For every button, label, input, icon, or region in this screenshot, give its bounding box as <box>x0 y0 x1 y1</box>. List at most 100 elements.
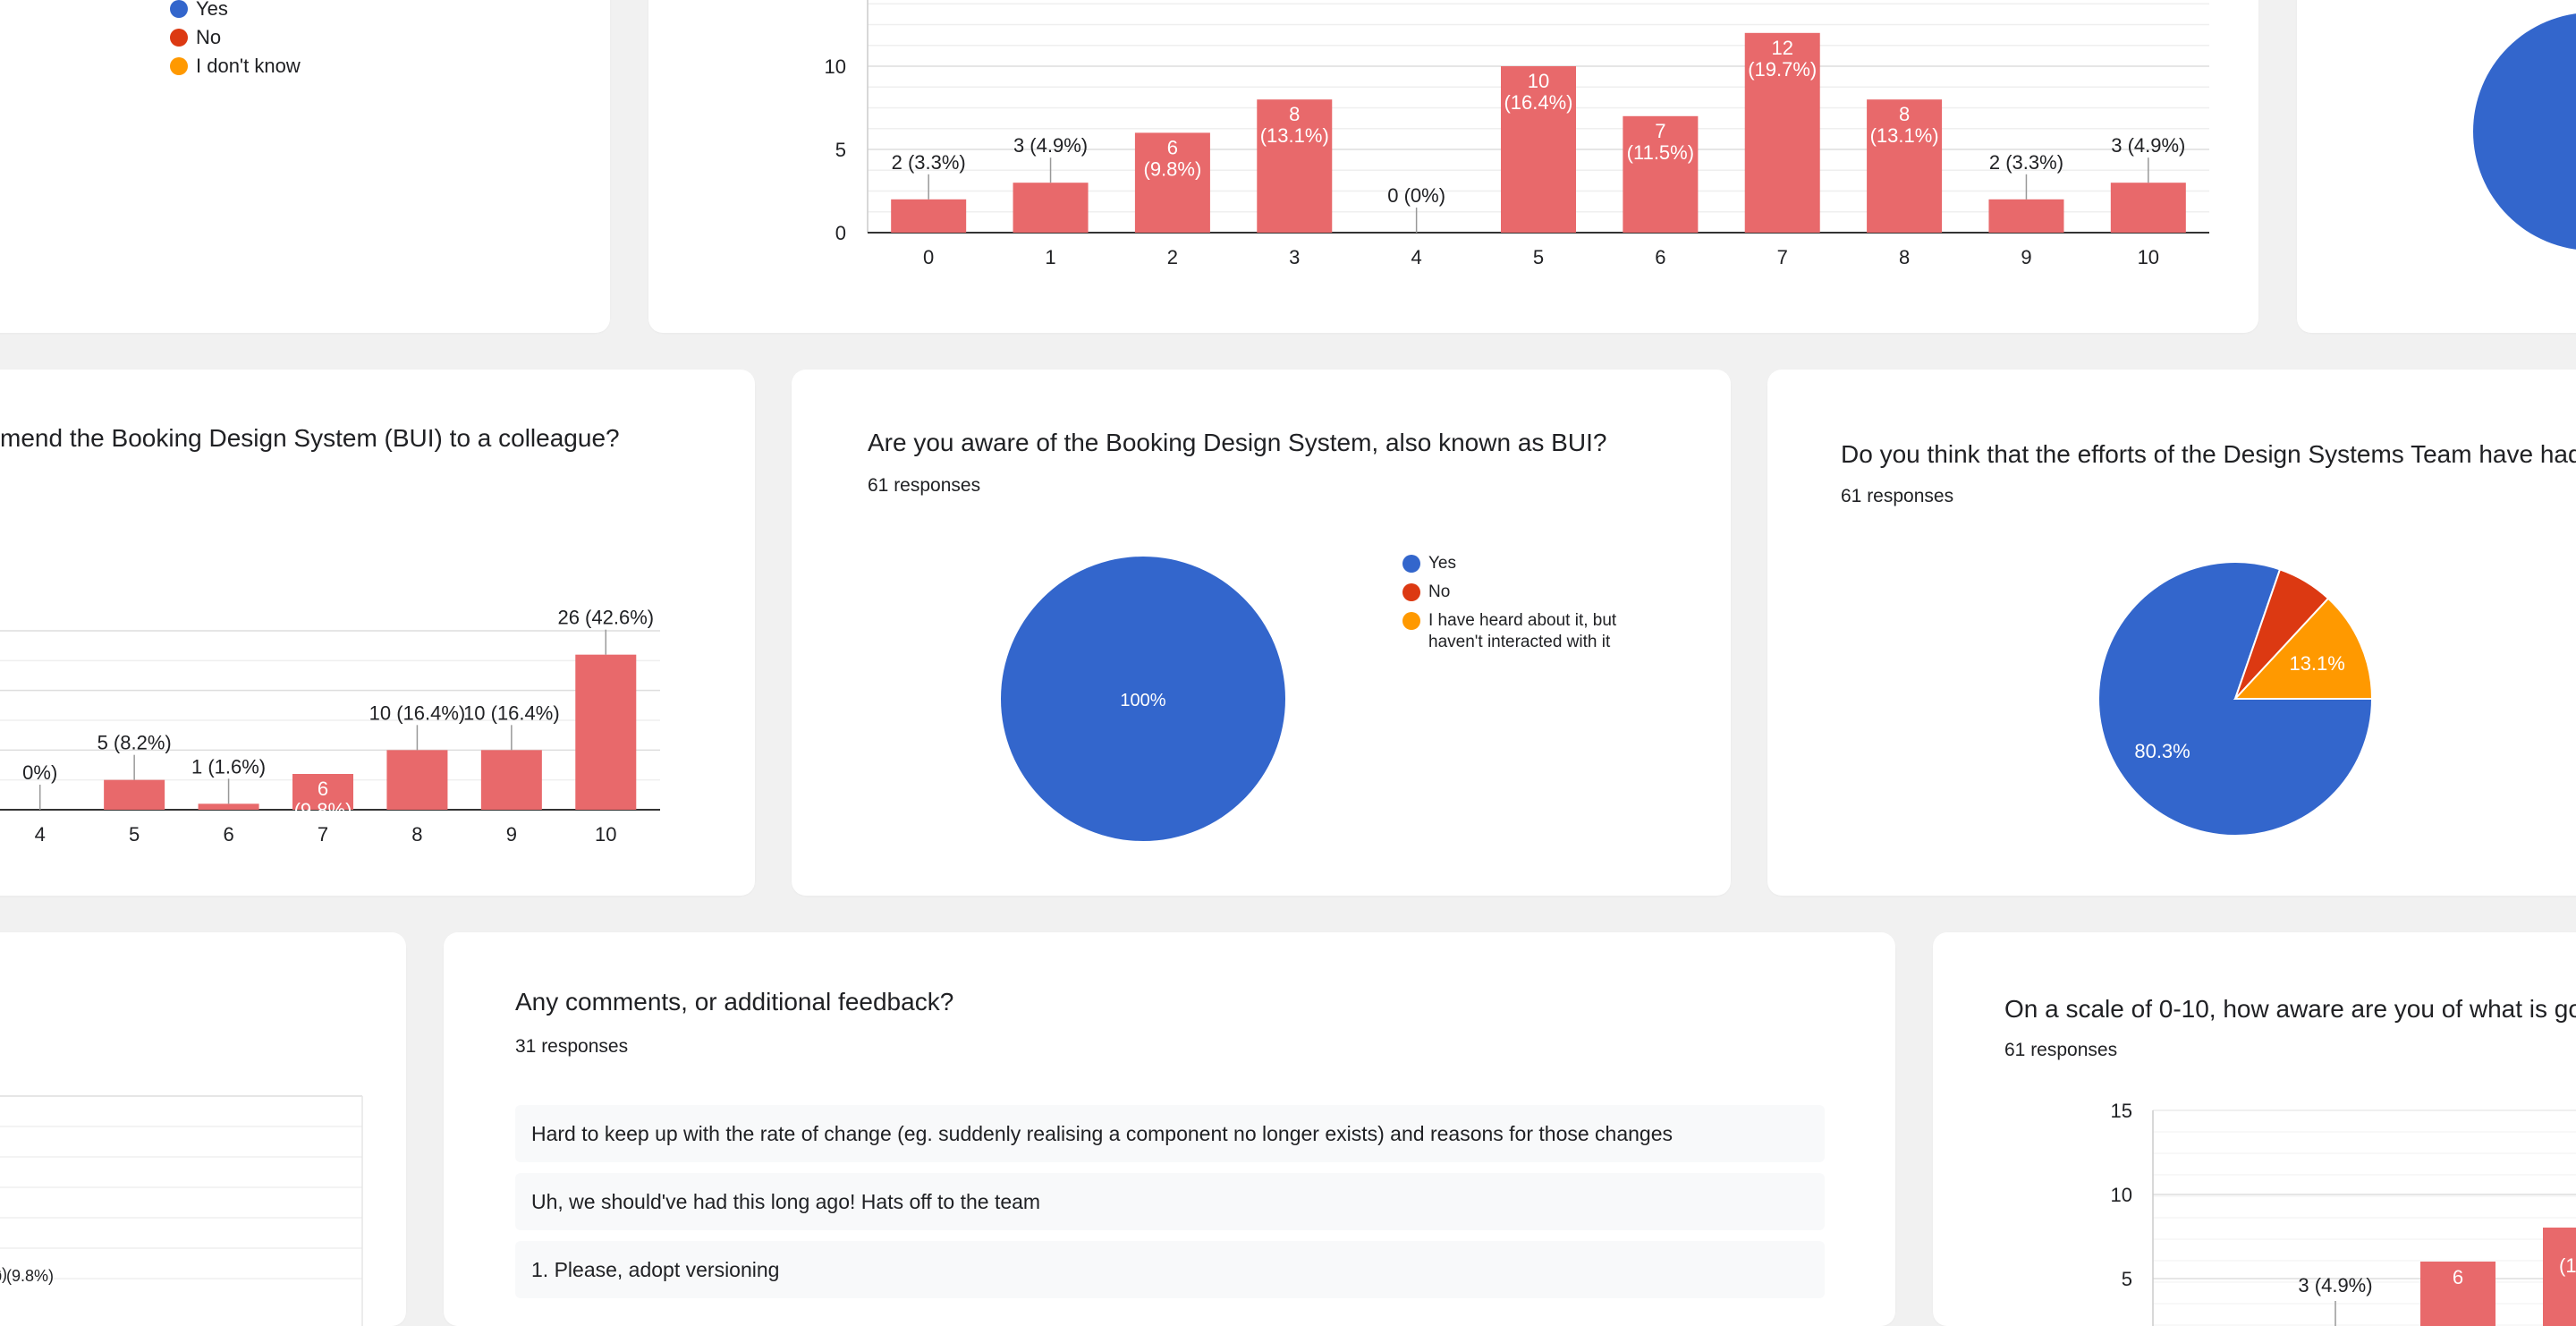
aware-legend-dot-heard <box>1402 612 1420 630</box>
legend-dot-yes <box>170 0 188 18</box>
card-recommend: mend the Booking Design System (BUI) to … <box>0 370 755 896</box>
scale-bar-chart: 5 10 15 3 (4.9%) 6 (13 <box>2111 1100 2576 1326</box>
data-label: 12 <box>1771 37 1792 59</box>
x-tick-label: 1 <box>1045 246 1055 268</box>
data-label: 7 <box>1655 120 1665 142</box>
card-aware: Are you aware of the Booking Design Syst… <box>792 370 1731 896</box>
bar <box>1257 99 1333 233</box>
card-top-left: Yes No I don't know <box>0 0 610 333</box>
bar <box>2110 183 2186 233</box>
x-tick-label: 5 <box>129 823 140 846</box>
bar <box>1623 115 1699 233</box>
legend-dot-dont-know <box>170 57 188 75</box>
x-tick-label: 4 <box>1411 246 1422 268</box>
slice-label: 13.1% <box>2289 652 2344 675</box>
y-tick-label: 5 <box>835 139 846 161</box>
feedback-title: Any comments, or additional feedback? <box>515 988 954 1016</box>
card-top-right <box>2297 0 2576 333</box>
data-label: 6 (9.8%) <box>0 1267 54 1285</box>
y-tick-label: 0 <box>835 222 846 244</box>
pie-slice-yes <box>1001 557 1285 841</box>
y-tick-label: 15 <box>2111 1100 2132 1122</box>
x-tick-label: 8 <box>1899 246 1910 268</box>
data-label: (16.4%) <box>1504 91 1572 114</box>
aware-legend-dot-yes <box>1402 555 1420 573</box>
data-label: (13.1%) <box>1260 124 1329 147</box>
data-label: (9.8%) <box>1144 157 1202 180</box>
feedback-item: Hard to keep up with the rate of change … <box>515 1105 1825 1162</box>
aware-legend-dot-no <box>1402 583 1420 601</box>
recommend-title: mend the Booking Design System (BUI) to … <box>0 424 620 452</box>
bar <box>1134 132 1210 233</box>
x-tick-label: 7 <box>1777 246 1788 268</box>
slice-label: 100% <box>1120 691 1165 710</box>
bar <box>2543 1228 2576 1326</box>
data-label: 6 <box>2453 1266 2463 1288</box>
data-label: 8 <box>1899 103 1910 125</box>
data-label: 5 (8.2%) <box>97 732 172 754</box>
bar <box>1988 199 2064 233</box>
efforts-pie-chart: 80.3% 13.1% <box>2097 561 2374 837</box>
data-label: 3 (4.9%) <box>1013 134 1088 157</box>
recommend-bar-chart: 40%)55 (8.2%)61 (1.6%)76(9.8%)810 (16.4%… <box>0 607 660 846</box>
data-label: 3 (4.9%) <box>2298 1274 2372 1296</box>
card-feedback: Any comments, or additional feedback? 31… <box>444 932 1895 1326</box>
x-tick-label: 2 <box>1167 246 1178 268</box>
data-label: 8 <box>1289 103 1300 125</box>
x-tick-label: 5 <box>1533 246 1544 268</box>
x-tick-label: 9 <box>2021 246 2031 268</box>
x-tick-label: 3 <box>1289 246 1300 268</box>
legend-dot-no <box>170 29 188 47</box>
x-tick-label: 10 <box>595 823 616 846</box>
data-label: 10 (16.4%) <box>369 701 466 724</box>
bar <box>1013 183 1089 233</box>
pie-slice <box>2473 13 2576 250</box>
feedback-item: Uh, we should've had this long ago! Hats… <box>515 1173 1825 1230</box>
bottom-left-bar-chart: 5%)6 (9.8%) <box>0 1095 363 1326</box>
data-label: (19.7%) <box>1748 58 1817 81</box>
data-label: 0 (0%) <box>1387 184 1445 207</box>
feedback-item: 1. Please, adopt versioning <box>515 1241 1825 1298</box>
bar <box>1501 66 1576 233</box>
pie-slice-yes <box>2097 561 2374 837</box>
bar <box>1744 32 1820 233</box>
scale-response-count: 61 responses <box>2004 1040 2118 1060</box>
aware-legend-no: No <box>1402 582 1662 603</box>
x-tick-label: 6 <box>1655 246 1665 268</box>
bar <box>386 750 448 810</box>
data-label: 3 (4.9%) <box>2111 134 2185 157</box>
x-tick-label: 0 <box>923 246 934 268</box>
slice-label: 80.3% <box>2134 740 2190 762</box>
aware-title: Are you aware of the Booking Design Syst… <box>868 429 1607 456</box>
x-tick-label: 7 <box>318 823 328 846</box>
data-label: 2 (3.3%) <box>892 151 966 174</box>
efforts-response-count: 61 responses <box>1841 486 1954 506</box>
legend-item-dont-know: I don't know <box>170 55 301 77</box>
pie-slice-other <box>2233 597 2374 700</box>
x-tick-label: 9 <box>506 823 517 846</box>
aware-pie-chart: 100% <box>1001 557 1285 841</box>
y-tick-label: 10 <box>825 55 846 78</box>
data-label: (11.5%) <box>1627 141 1694 164</box>
card-efforts: Do you think that the efforts of the Des… <box>1767 370 2576 896</box>
data-label: 0%) <box>22 761 57 784</box>
y-tick-label: 5 <box>2122 1268 2132 1290</box>
x-tick-label: 8 <box>411 823 422 846</box>
efforts-title: Do you think that the efforts of the Des… <box>1841 440 2576 468</box>
x-tick-label: 4 <box>35 823 46 846</box>
aware-response-count: 61 responses <box>868 475 981 496</box>
top-right-pie <box>2473 13 2576 250</box>
x-tick-label: 10 <box>2138 246 2159 268</box>
data-label: 10 <box>1528 70 1549 92</box>
data-label: (13 <box>2559 1254 2576 1277</box>
x-tick-label: 6 <box>223 823 233 846</box>
data-label: 10 (16.4%) <box>463 701 560 724</box>
bar <box>292 774 353 810</box>
card-bottom-left: 5%)6 (9.8%) <box>0 932 406 1326</box>
feedback-response-count: 31 responses <box>515 1036 629 1057</box>
legend-item-no: No <box>170 27 301 48</box>
aware-legend-heard: I have heard about it, but haven't inter… <box>1402 610 1662 653</box>
aware-legend: Yes No I have heard about it, but haven'… <box>1402 553 1662 660</box>
data-label: 5%) <box>0 1265 7 1283</box>
